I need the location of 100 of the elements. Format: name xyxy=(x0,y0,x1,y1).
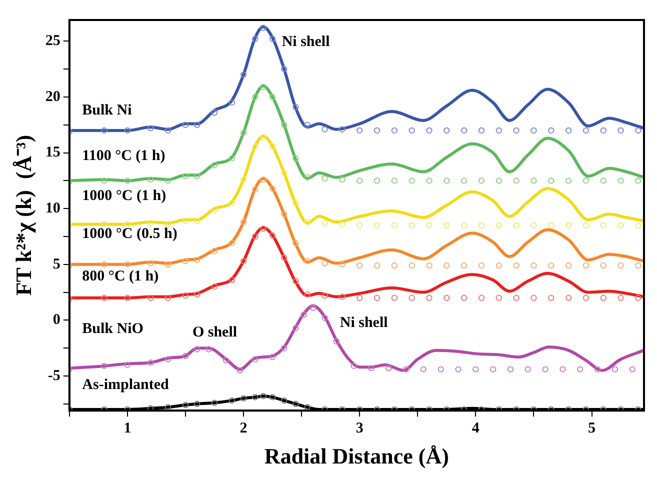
point xyxy=(600,294,606,301)
point xyxy=(101,178,108,184)
point xyxy=(391,294,398,301)
point xyxy=(182,258,189,264)
point xyxy=(292,278,299,284)
point xyxy=(101,294,108,301)
point xyxy=(260,176,266,183)
point xyxy=(269,94,276,100)
point xyxy=(281,254,288,261)
point xyxy=(124,362,131,368)
point xyxy=(350,362,357,370)
point xyxy=(408,222,415,228)
point xyxy=(269,143,276,150)
point xyxy=(565,222,572,228)
point xyxy=(408,178,415,184)
point xyxy=(182,122,189,128)
y-tick-label: -5 xyxy=(48,368,60,384)
point xyxy=(269,232,276,238)
point xyxy=(260,392,266,400)
point xyxy=(322,314,328,322)
point xyxy=(600,262,606,269)
point xyxy=(548,222,554,228)
point xyxy=(600,222,606,228)
point xyxy=(600,127,606,134)
point xyxy=(594,366,601,372)
point xyxy=(460,127,468,134)
point xyxy=(444,127,450,134)
annotation: 1100 °C (1 h) xyxy=(82,148,166,164)
point xyxy=(356,262,363,269)
point xyxy=(240,258,247,264)
point xyxy=(300,312,307,318)
point xyxy=(252,94,258,100)
point xyxy=(460,222,468,228)
point xyxy=(240,395,247,402)
point xyxy=(339,221,346,228)
point xyxy=(635,127,642,134)
point xyxy=(292,200,299,206)
point xyxy=(524,366,532,372)
point xyxy=(530,178,537,184)
point xyxy=(269,36,276,42)
annotation: Bulk Ni xyxy=(82,102,132,118)
point xyxy=(374,178,380,184)
point xyxy=(478,222,485,228)
point xyxy=(228,99,236,106)
point xyxy=(304,218,310,226)
point xyxy=(223,357,230,364)
point xyxy=(269,354,276,360)
point xyxy=(426,178,432,184)
annotation: Bulk NiO xyxy=(82,321,144,338)
point xyxy=(577,366,584,372)
point xyxy=(228,200,236,206)
point xyxy=(496,222,502,228)
point xyxy=(356,294,363,301)
point xyxy=(386,365,392,372)
point xyxy=(513,127,520,134)
point xyxy=(408,294,415,301)
point xyxy=(391,222,398,228)
point xyxy=(374,294,380,301)
annotation: Ni shell xyxy=(282,34,330,50)
y-axis-title: FT k²*χ (k) (Å⁻³) xyxy=(10,134,36,296)
point xyxy=(322,220,328,226)
point xyxy=(240,218,247,226)
y-tick-label: 5 xyxy=(52,256,60,272)
point xyxy=(356,127,363,134)
point xyxy=(582,262,590,269)
annotation: 800 °C (1 h) xyxy=(82,268,159,285)
point xyxy=(281,66,288,72)
point xyxy=(444,294,450,301)
point xyxy=(391,406,398,411)
point xyxy=(478,294,485,301)
point xyxy=(438,366,444,372)
point xyxy=(513,294,520,301)
point xyxy=(292,324,299,332)
point xyxy=(304,258,310,264)
point xyxy=(530,262,537,269)
point xyxy=(304,291,310,298)
point xyxy=(260,134,266,140)
point xyxy=(582,406,590,411)
point xyxy=(408,127,415,134)
point xyxy=(339,261,346,268)
point xyxy=(292,400,299,408)
point xyxy=(252,233,258,240)
point xyxy=(374,262,380,269)
point xyxy=(228,155,236,162)
point xyxy=(322,175,328,182)
point xyxy=(281,170,288,176)
point xyxy=(600,178,606,184)
point xyxy=(240,130,247,136)
point xyxy=(148,220,154,226)
point xyxy=(420,366,427,372)
point xyxy=(612,366,618,372)
point xyxy=(124,406,131,411)
point xyxy=(101,261,108,268)
x-tick-label: 2 xyxy=(240,420,248,436)
y-tick-label: 0 xyxy=(52,312,60,328)
point xyxy=(496,127,502,134)
point xyxy=(281,345,288,352)
point xyxy=(478,262,485,269)
x-tick-label: 5 xyxy=(588,420,596,436)
point xyxy=(260,226,266,232)
